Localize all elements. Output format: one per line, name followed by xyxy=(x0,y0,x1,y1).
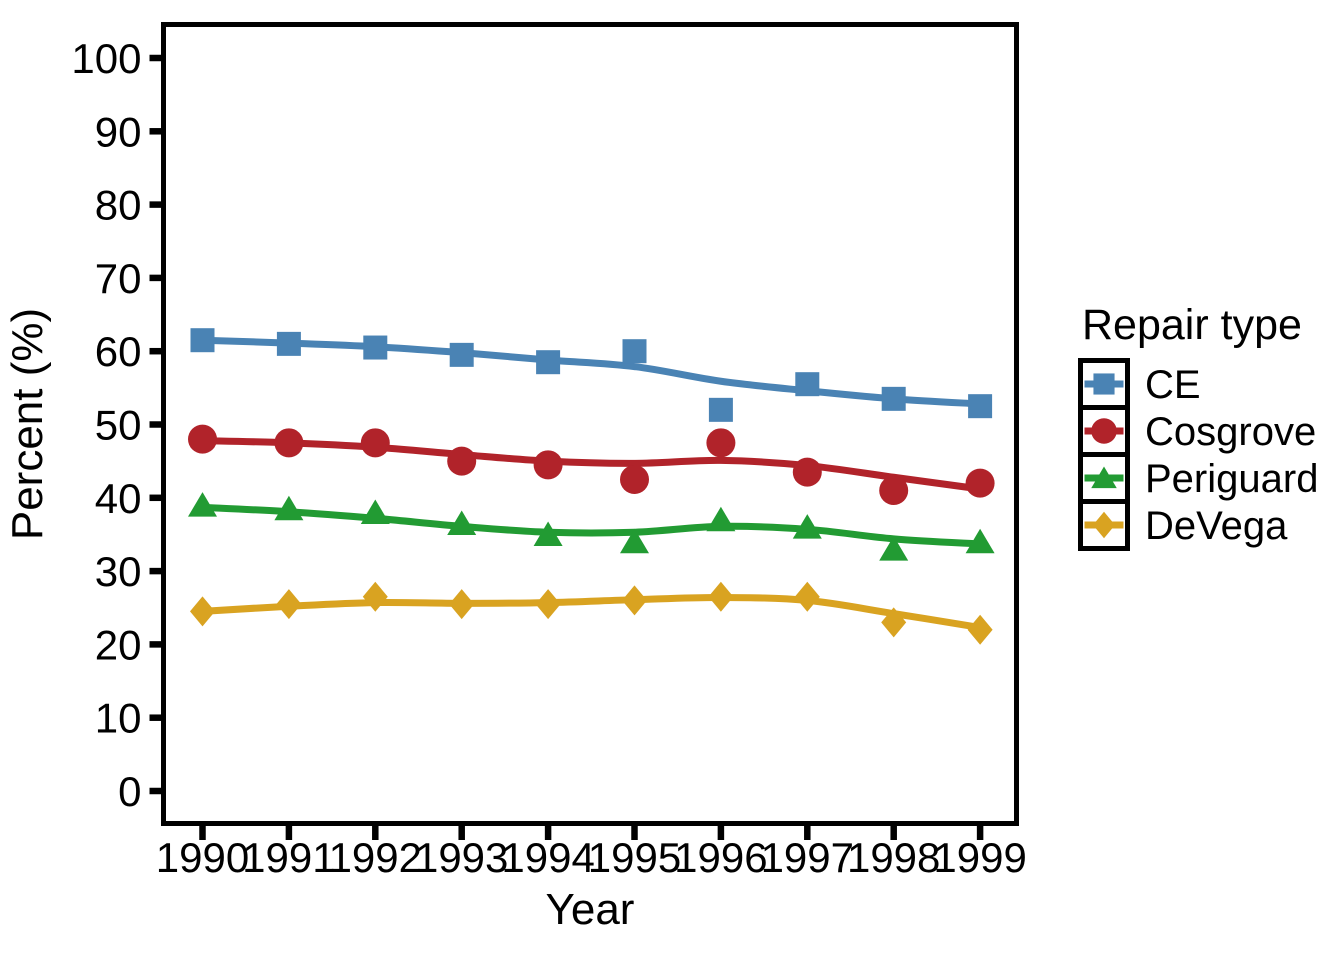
data-point-circle xyxy=(792,457,822,487)
trend-line xyxy=(199,593,984,632)
x-tick-label: 1992 xyxy=(329,834,422,881)
legend-label: CE xyxy=(1145,363,1201,407)
series-layer xyxy=(188,328,995,645)
data-point-diamond xyxy=(881,607,907,638)
y-tick-label: 80 xyxy=(95,182,142,229)
data-point-square xyxy=(276,331,301,356)
series-periguard xyxy=(188,492,995,561)
data-point-triangle xyxy=(447,510,477,535)
data-point-circle xyxy=(360,428,390,458)
data-point-diamond xyxy=(535,589,561,620)
data-point-square xyxy=(536,350,561,375)
data-point-square xyxy=(708,397,733,422)
data-point-square xyxy=(622,339,647,364)
x-tick-label: 1995 xyxy=(588,834,681,881)
legend-label: Periguard xyxy=(1145,457,1318,501)
y-tick-label: 100 xyxy=(71,35,141,82)
data-point-circle xyxy=(447,446,477,476)
data-point-circle xyxy=(706,428,736,458)
y-tick-label: 60 xyxy=(95,328,142,375)
x-tick-label: 1999 xyxy=(933,834,1026,881)
legend-label: DeVega xyxy=(1145,504,1288,548)
data-point-triangle xyxy=(188,492,217,517)
x-axis-title: Year xyxy=(546,885,635,934)
y-tick-label: 90 xyxy=(95,108,142,155)
data-point-circle xyxy=(965,468,995,498)
data-point-diamond xyxy=(276,589,302,620)
plot-panel xyxy=(161,22,1019,826)
data-point-square xyxy=(449,342,474,367)
data-point-triangle xyxy=(274,495,304,521)
data-point-square xyxy=(190,328,215,353)
data-point-circle xyxy=(274,428,304,458)
data-point-square xyxy=(1093,373,1115,395)
data-point-diamond xyxy=(1093,511,1115,539)
data-point-diamond xyxy=(449,589,475,620)
y-tick-label: 30 xyxy=(95,548,142,595)
x-tick-label: 1994 xyxy=(501,834,594,881)
data-point-circle xyxy=(879,475,909,505)
data-point-triangle xyxy=(533,521,563,546)
y-tick-label: 50 xyxy=(95,402,142,449)
trend-line xyxy=(199,503,984,548)
y-tick-label: 70 xyxy=(95,255,142,302)
data-point-diamond xyxy=(622,585,647,616)
x-tick-label: 1996 xyxy=(674,834,767,881)
y-tick-label: 40 xyxy=(95,475,142,522)
trend-line xyxy=(199,437,984,493)
data-point-triangle xyxy=(706,506,736,532)
series-cosgrove xyxy=(188,424,995,505)
series-devega xyxy=(190,581,993,645)
legend-item-cosgrove: Cosgrove xyxy=(1078,405,1316,457)
legend-item-devega: DeVega xyxy=(1078,499,1288,551)
x-tick-label: 1997 xyxy=(761,834,854,881)
data-point-triangle xyxy=(1091,466,1117,489)
trend-line xyxy=(199,336,984,408)
data-point-square xyxy=(363,335,388,360)
panel-border xyxy=(161,22,1019,826)
x-tick-label: 1990 xyxy=(156,834,249,881)
y-tick-label: 0 xyxy=(118,768,141,815)
data-point-circle xyxy=(620,464,649,494)
data-point-square xyxy=(968,394,993,419)
x-tick-label: 1998 xyxy=(847,834,940,881)
x-tick-label: 1993 xyxy=(415,834,508,881)
data-point-triangle xyxy=(360,499,390,524)
legend-item-ce: CE xyxy=(1078,358,1201,410)
data-point-diamond xyxy=(190,596,215,627)
legend-item-periguard: Periguard xyxy=(1078,452,1318,504)
data-point-circle xyxy=(188,424,217,454)
data-point-triangle xyxy=(965,528,995,554)
data-point-diamond xyxy=(708,581,734,612)
data-point-triangle xyxy=(620,528,649,554)
x-tick-label: 1991 xyxy=(242,834,335,881)
y-tick-label: 20 xyxy=(95,621,142,668)
data-point-diamond xyxy=(794,581,820,612)
data-point-diamond xyxy=(967,614,993,645)
data-point-triangle xyxy=(792,514,822,539)
axes-layer: 0102030405060708090100199019911992199319… xyxy=(71,35,1026,881)
series-ce xyxy=(190,328,993,422)
legend-label: Cosgrove xyxy=(1145,410,1316,454)
legend-title: Repair type xyxy=(1082,301,1302,349)
y-axis-title: Percent (%) xyxy=(3,308,52,540)
data-point-diamond xyxy=(362,581,388,612)
data-point-square xyxy=(881,386,906,411)
data-point-circle xyxy=(1091,418,1117,444)
data-point-circle xyxy=(533,450,563,480)
y-tick-label: 10 xyxy=(95,695,142,742)
data-point-square xyxy=(795,372,820,397)
data-point-triangle xyxy=(879,536,909,561)
